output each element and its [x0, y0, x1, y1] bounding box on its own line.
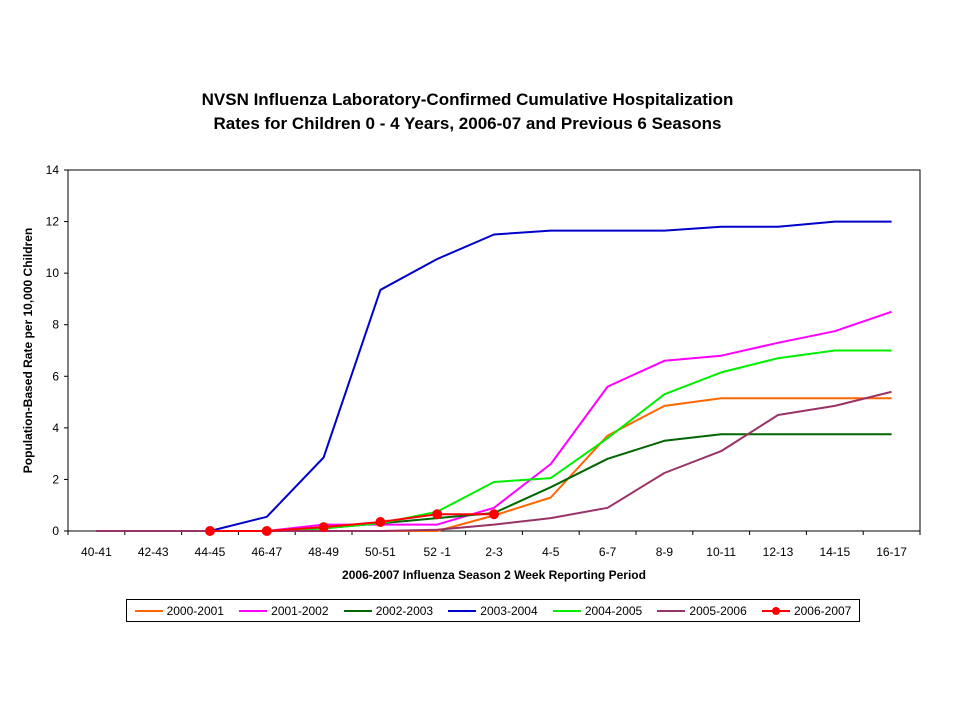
chart-title-line-1: NVSN Influenza Laboratory-Confirmed Cumu… [201, 90, 734, 109]
x-tick-label: 4-5 [542, 545, 560, 559]
legend-swatch [552, 606, 581, 616]
x-tick-label: 48-49 [308, 545, 339, 559]
x-tick-label: 16-17 [876, 545, 907, 559]
legend-label: 2003-2004 [480, 603, 538, 618]
x-tick-label: 40-41 [81, 545, 112, 559]
x-tick-label: 52 -1 [424, 545, 452, 559]
legend-swatch [657, 606, 686, 616]
x-tick-label: 50-51 [365, 545, 396, 559]
y-tick-label: 2 [52, 472, 59, 486]
legend-swatch [239, 606, 268, 616]
y-tick-label: 0 [52, 524, 59, 538]
legend-label: 2000-2001 [166, 603, 224, 618]
legend-label: 2005-2006 [689, 603, 747, 618]
legend: 2000-2001 2001-2002 2002-2003 2003-2004 2004… [126, 599, 860, 622]
series-line-2003-2004 [96, 220, 892, 532]
x-tick-label: 8-9 [656, 545, 674, 559]
legend-label: 2006-2007 [793, 603, 852, 618]
x-tick-label: 6-7 [599, 545, 617, 559]
y-tick-label: 14 [46, 163, 60, 177]
x-tick-label: 14-15 [819, 545, 850, 559]
y-tick-label: 8 [52, 318, 59, 332]
series-line-2001-2002 [96, 310, 892, 532]
legend-swatch [448, 606, 477, 616]
legend-label: 2004-2005 [584, 603, 643, 618]
x-tick-label: 2-3 [485, 545, 503, 559]
data-point-2006-2007 [489, 509, 499, 520]
y-tick-label: 6 [52, 369, 59, 383]
legend-item-2000-2001: 2000-2001 [134, 603, 224, 618]
legend-item-2004-2005: 2004-2005 [552, 603, 643, 618]
legend-swatch [343, 606, 372, 616]
y-tick-label: 12 [46, 215, 60, 229]
legend-item-2003-2004: 2003-2004 [448, 603, 538, 618]
data-point-2006-2007 [261, 526, 272, 536]
x-tick-label: 44-45 [195, 545, 226, 559]
legend-swatch [761, 606, 790, 616]
data-point-2006-2007 [205, 526, 215, 536]
legend-item-2001-2002: 2001-2002 [239, 603, 329, 618]
legend-swatch [134, 606, 163, 616]
x-tick-label: 46-47 [251, 545, 282, 559]
legend-item-2002-2003: 2002-2003 [343, 603, 434, 618]
legend-item-2005-2006: 2005-2006 [657, 603, 747, 618]
x-axis-title: 2006-2007 Influenza Season 2 Week Report… [342, 568, 646, 582]
x-tick-label: 10-11 [706, 545, 736, 559]
data-point-2006-2007 [318, 522, 329, 533]
plot-frame [67, 169, 921, 532]
data-point-2006-2007 [375, 516, 386, 527]
legend-item-2006-2007: 2006-2007 [761, 603, 852, 618]
x-tick-label: 42-43 [138, 545, 169, 559]
legend-label: 2001-2002 [271, 603, 329, 618]
x-tick-label: 12-13 [763, 545, 794, 559]
y-tick-label: 4 [52, 421, 59, 435]
chart-title-line-2: Rates for Children 0 - 4 Years, 2006-07 … [213, 114, 722, 133]
y-axis-title: Population-Based Rate per 10,000 Childre… [21, 228, 35, 473]
data-point-2006-2007 [432, 509, 443, 520]
series-line-2004-2005 [96, 349, 892, 532]
y-tick-label: 10 [46, 266, 60, 280]
legend-label: 2002-2003 [375, 603, 434, 618]
series-line-2006-2007 [210, 513, 494, 532]
